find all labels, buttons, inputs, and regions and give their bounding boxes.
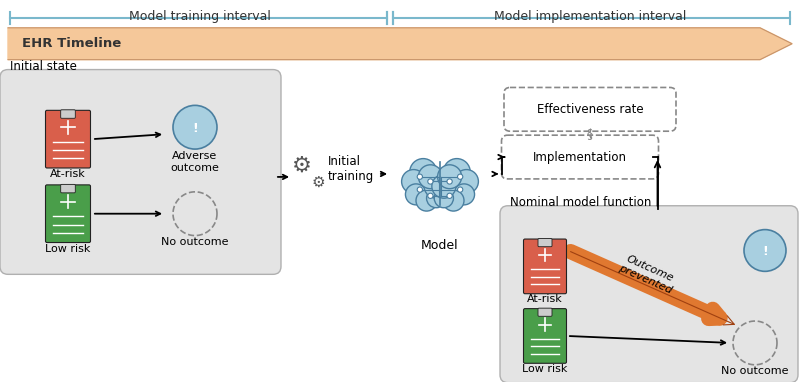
FancyBboxPatch shape bbox=[0, 70, 281, 274]
Text: No outcome: No outcome bbox=[162, 236, 229, 246]
FancyBboxPatch shape bbox=[61, 185, 75, 193]
Text: Low risk: Low risk bbox=[522, 364, 568, 374]
FancyBboxPatch shape bbox=[523, 309, 566, 363]
Circle shape bbox=[454, 170, 478, 193]
Text: Model: Model bbox=[421, 238, 459, 252]
Circle shape bbox=[418, 174, 422, 179]
Text: §: § bbox=[587, 127, 593, 140]
Circle shape bbox=[424, 174, 448, 198]
Text: Low risk: Low risk bbox=[46, 243, 90, 254]
Text: Adverse
outcome: Adverse outcome bbox=[170, 151, 219, 173]
Text: Nominal model function: Nominal model function bbox=[510, 196, 651, 209]
Circle shape bbox=[428, 193, 433, 198]
Circle shape bbox=[447, 179, 452, 184]
Circle shape bbox=[418, 165, 442, 189]
Text: ⚙: ⚙ bbox=[311, 175, 325, 189]
Polygon shape bbox=[8, 28, 792, 60]
FancyBboxPatch shape bbox=[538, 238, 552, 247]
Circle shape bbox=[458, 187, 462, 192]
Circle shape bbox=[402, 170, 426, 193]
Text: Model training interval: Model training interval bbox=[129, 10, 271, 23]
Text: Implementation: Implementation bbox=[533, 151, 627, 163]
Text: !: ! bbox=[192, 122, 198, 135]
Text: EHR Timeline: EHR Timeline bbox=[22, 37, 122, 50]
FancyBboxPatch shape bbox=[504, 87, 676, 131]
Circle shape bbox=[426, 189, 446, 208]
Text: No outcome: No outcome bbox=[722, 366, 789, 376]
FancyBboxPatch shape bbox=[46, 110, 90, 168]
FancyBboxPatch shape bbox=[538, 308, 552, 316]
Text: Outcome
prevented: Outcome prevented bbox=[617, 252, 678, 295]
Circle shape bbox=[410, 159, 437, 185]
Circle shape bbox=[173, 105, 217, 149]
Text: Effectiveness rate: Effectiveness rate bbox=[537, 103, 643, 116]
FancyBboxPatch shape bbox=[523, 239, 566, 294]
FancyBboxPatch shape bbox=[46, 185, 90, 243]
Circle shape bbox=[434, 189, 454, 208]
FancyBboxPatch shape bbox=[500, 206, 798, 382]
Circle shape bbox=[432, 174, 456, 198]
FancyBboxPatch shape bbox=[502, 135, 658, 179]
Text: Initial state: Initial state bbox=[10, 60, 77, 73]
Circle shape bbox=[458, 174, 462, 179]
Text: ⚙: ⚙ bbox=[292, 156, 312, 176]
Circle shape bbox=[418, 187, 422, 192]
Circle shape bbox=[454, 184, 474, 205]
Text: At-risk: At-risk bbox=[527, 294, 563, 304]
Text: !: ! bbox=[762, 245, 768, 258]
Circle shape bbox=[443, 190, 464, 211]
FancyBboxPatch shape bbox=[61, 110, 75, 118]
Circle shape bbox=[406, 184, 426, 205]
Text: Initial
training: Initial training bbox=[328, 155, 374, 183]
Circle shape bbox=[438, 165, 462, 189]
Circle shape bbox=[447, 193, 452, 198]
Text: Model implementation interval: Model implementation interval bbox=[494, 10, 686, 23]
Circle shape bbox=[443, 159, 470, 185]
Circle shape bbox=[744, 230, 786, 271]
Text: At-risk: At-risk bbox=[50, 169, 86, 179]
Circle shape bbox=[428, 179, 433, 184]
Circle shape bbox=[416, 190, 437, 211]
